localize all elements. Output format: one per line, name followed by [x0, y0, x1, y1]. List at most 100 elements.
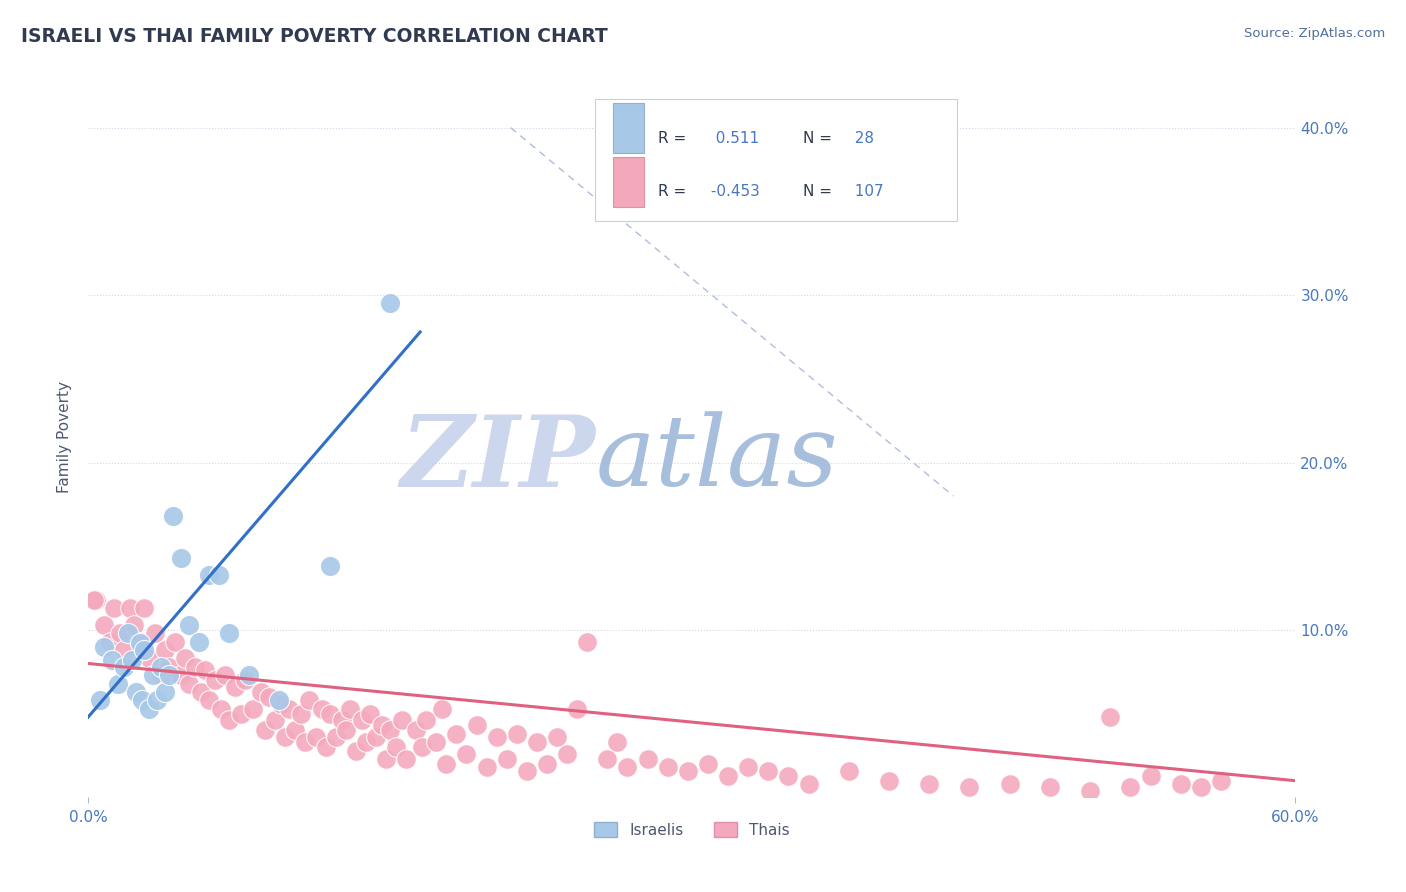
Point: [149, 660, 172, 674]
Text: ISRAELI VS THAI FAMILY POVERTY CORRELATION CHART: ISRAELI VS THAI FAMILY POVERTY CORRELATI…: [21, 27, 607, 45]
Point: [120, 601, 142, 615]
Point: [209, 702, 232, 716]
Point: [318, 706, 340, 721]
Point: [284, 723, 307, 738]
Point: [657, 760, 679, 774]
Point: [432, 702, 454, 716]
Point: [391, 714, 413, 728]
Point: [344, 743, 367, 757]
Point: [157, 660, 180, 674]
Point: [1099, 710, 1122, 724]
Point: [616, 760, 638, 774]
Point: [395, 752, 418, 766]
Point: [1078, 783, 1101, 797]
Point: [274, 730, 297, 744]
Point: [318, 559, 340, 574]
Point: [364, 730, 387, 744]
Point: [138, 651, 160, 665]
Point: [229, 706, 252, 721]
Point: [1189, 780, 1212, 795]
Point: [124, 618, 146, 632]
Point: [1170, 777, 1192, 791]
Point: [264, 714, 287, 728]
Point: [354, 735, 377, 749]
Point: [162, 509, 184, 524]
Point: [797, 777, 820, 791]
Point: [131, 693, 153, 707]
Point: [555, 747, 578, 761]
Point: [121, 653, 143, 667]
Point: [311, 702, 333, 716]
Point: [536, 756, 558, 771]
Point: [117, 626, 139, 640]
Point: [270, 697, 292, 711]
Point: [405, 723, 427, 738]
Text: N =: N =: [803, 131, 832, 146]
Point: [371, 718, 394, 732]
Point: [112, 660, 135, 674]
Point: [214, 668, 236, 682]
Point: [676, 764, 699, 778]
Point: [446, 727, 468, 741]
Point: [163, 634, 186, 648]
Point: [456, 747, 478, 761]
Point: [877, 773, 900, 788]
Point: [138, 702, 160, 716]
Point: [250, 685, 273, 699]
Point: [238, 668, 260, 682]
Point: [485, 730, 508, 744]
Point: [93, 618, 115, 632]
Point: [526, 735, 548, 749]
Point: [103, 601, 125, 615]
Point: [98, 634, 121, 648]
Point: [359, 706, 381, 721]
Text: N =: N =: [803, 184, 832, 199]
Point: [315, 740, 337, 755]
Point: [434, 756, 457, 771]
Point: [173, 651, 195, 665]
Text: Source: ZipAtlas.com: Source: ZipAtlas.com: [1244, 27, 1385, 40]
Point: [278, 702, 301, 716]
Point: [204, 673, 226, 688]
Point: [506, 727, 529, 741]
Point: [606, 735, 628, 749]
Point: [129, 636, 152, 650]
Text: ZIP: ZIP: [401, 411, 595, 508]
Point: [233, 673, 256, 688]
Bar: [613, 103, 644, 153]
Point: [1119, 780, 1142, 795]
Point: [330, 714, 353, 728]
Point: [157, 668, 180, 682]
Point: [415, 714, 437, 728]
Point: [129, 634, 152, 648]
Text: atlas: atlas: [595, 411, 838, 507]
Point: [576, 634, 599, 648]
Point: [89, 693, 111, 707]
Point: [208, 567, 231, 582]
Point: [1039, 780, 1062, 795]
Point: [93, 640, 115, 654]
Point: [149, 668, 172, 682]
Point: [112, 643, 135, 657]
Point: [378, 296, 401, 310]
Text: R =: R =: [658, 184, 686, 199]
Point: [177, 676, 200, 690]
Point: [170, 551, 193, 566]
Point: [177, 618, 200, 632]
Point: [304, 730, 326, 744]
Point: [134, 601, 156, 615]
Point: [411, 740, 433, 755]
Point: [101, 653, 124, 667]
Y-axis label: Family Poverty: Family Poverty: [58, 382, 72, 493]
Point: [717, 769, 740, 783]
Point: [339, 702, 361, 716]
Point: [141, 668, 163, 682]
Point: [145, 693, 167, 707]
Point: [134, 643, 156, 657]
Point: [190, 685, 212, 699]
Point: [294, 735, 316, 749]
Point: [350, 714, 373, 728]
Point: [125, 685, 148, 699]
Point: [756, 764, 779, 778]
Point: [375, 752, 398, 766]
